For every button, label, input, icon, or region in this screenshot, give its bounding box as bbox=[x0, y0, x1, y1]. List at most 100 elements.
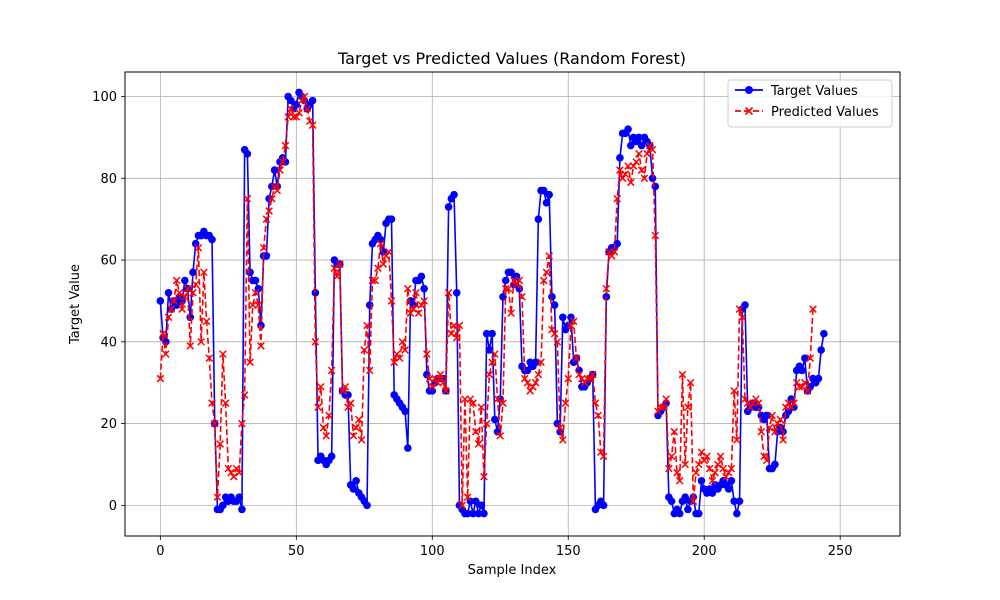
point-1-164 bbox=[602, 284, 611, 293]
point-1-131 bbox=[512, 280, 521, 289]
point-0-211 bbox=[730, 497, 738, 506]
point-1-116 bbox=[471, 427, 480, 436]
point-0-119 bbox=[480, 509, 488, 518]
point-1-73 bbox=[355, 415, 363, 424]
point-1-136 bbox=[526, 387, 535, 395]
point-1-31 bbox=[240, 391, 249, 399]
point-1-200 bbox=[700, 456, 709, 465]
point-1-3 bbox=[164, 313, 173, 322]
point-1-148 bbox=[558, 436, 567, 444]
point-1-195 bbox=[686, 378, 695, 387]
point-1-65 bbox=[333, 272, 341, 281]
point-0-3 bbox=[164, 288, 173, 297]
point-0-81 bbox=[376, 235, 385, 244]
point-1-114 bbox=[466, 395, 475, 403]
point-0-242 bbox=[814, 374, 823, 383]
point-0-226 bbox=[771, 460, 779, 469]
point-1-161 bbox=[594, 411, 602, 420]
point-1-212 bbox=[733, 436, 741, 444]
point-0-203 bbox=[708, 489, 717, 497]
ticks: 0 50 100 150 200 250 0 20 40 60 80 100 bbox=[92, 90, 852, 559]
point-1-166 bbox=[607, 252, 616, 260]
point-1-32 bbox=[243, 194, 252, 203]
point-1-69 bbox=[344, 403, 352, 412]
point-1-128 bbox=[504, 284, 513, 293]
point-0-100 bbox=[428, 387, 437, 395]
point-1-9 bbox=[180, 293, 189, 301]
point-1-203 bbox=[708, 476, 717, 485]
point-1-110 bbox=[455, 321, 464, 330]
point-1-122 bbox=[488, 358, 496, 367]
point-1-82 bbox=[379, 260, 388, 268]
series-layer bbox=[156, 88, 828, 518]
point-0-209 bbox=[724, 485, 733, 493]
point-0-144 bbox=[548, 293, 556, 301]
point-1-107 bbox=[447, 329, 456, 338]
point-0-97 bbox=[420, 284, 428, 293]
point-0-114 bbox=[466, 497, 475, 506]
y-tick-label-4: 80 bbox=[100, 172, 117, 187]
point-1-134 bbox=[520, 374, 529, 383]
point-0-188 bbox=[667, 497, 676, 506]
point-1-15 bbox=[197, 337, 205, 346]
point-0-109 bbox=[452, 288, 461, 297]
point-1-48 bbox=[287, 104, 295, 113]
point-1-202 bbox=[705, 464, 714, 473]
point-0-115 bbox=[469, 509, 477, 518]
point-0-56 bbox=[308, 96, 317, 105]
point-0-120 bbox=[482, 329, 491, 338]
point-1-170 bbox=[618, 174, 627, 183]
point-1-236 bbox=[798, 382, 806, 391]
point-1-194 bbox=[684, 403, 692, 412]
point-0-118 bbox=[477, 501, 486, 510]
grid bbox=[125, 72, 900, 536]
point-0-182 bbox=[651, 182, 660, 191]
point-1-145 bbox=[550, 329, 559, 338]
point-1-64 bbox=[330, 264, 339, 273]
point-0-113 bbox=[463, 509, 472, 518]
point-1-63 bbox=[327, 366, 336, 375]
point-1-21 bbox=[213, 493, 222, 501]
point-0-231 bbox=[784, 407, 793, 416]
point-1-179 bbox=[643, 149, 651, 158]
point-1-104 bbox=[439, 378, 447, 387]
point-1-157 bbox=[583, 374, 592, 383]
point-0-129 bbox=[507, 268, 515, 277]
point-1-51 bbox=[295, 109, 303, 117]
point-0-145 bbox=[550, 301, 559, 309]
point-1-59 bbox=[316, 382, 325, 391]
point-0-198 bbox=[694, 509, 703, 518]
point-1-80 bbox=[374, 264, 382, 273]
point-1-222 bbox=[760, 452, 768, 461]
point-1-72 bbox=[352, 423, 360, 432]
point-1-197 bbox=[692, 468, 700, 477]
point-0-85 bbox=[387, 215, 396, 223]
point-1-204 bbox=[711, 468, 719, 477]
point-1-150 bbox=[564, 374, 573, 383]
point-1-181 bbox=[648, 145, 657, 154]
point-1-209 bbox=[724, 468, 733, 477]
point-1-44 bbox=[276, 166, 284, 174]
point-1-28 bbox=[232, 464, 241, 473]
point-1-77 bbox=[365, 366, 374, 375]
point-1-12 bbox=[189, 288, 197, 297]
point-0-29 bbox=[235, 493, 244, 501]
point-0-141 bbox=[539, 186, 548, 195]
point-1-55 bbox=[306, 117, 314, 125]
point-1-113 bbox=[463, 493, 472, 501]
point-1-30 bbox=[238, 419, 246, 428]
point-1-173 bbox=[626, 178, 635, 187]
point-1-146 bbox=[553, 337, 562, 346]
y-tick-label-5: 100 bbox=[92, 90, 117, 105]
point-1-132 bbox=[515, 276, 524, 285]
point-1-151 bbox=[567, 321, 575, 330]
point-0-210 bbox=[727, 477, 736, 485]
point-1-183 bbox=[654, 407, 662, 416]
point-1-237 bbox=[800, 378, 809, 387]
point-1-215 bbox=[741, 395, 749, 403]
point-0-33 bbox=[246, 268, 254, 277]
point-1-106 bbox=[444, 288, 453, 297]
point-1-220 bbox=[754, 399, 763, 407]
point-1-2 bbox=[161, 350, 170, 358]
point-1-198 bbox=[694, 460, 703, 469]
